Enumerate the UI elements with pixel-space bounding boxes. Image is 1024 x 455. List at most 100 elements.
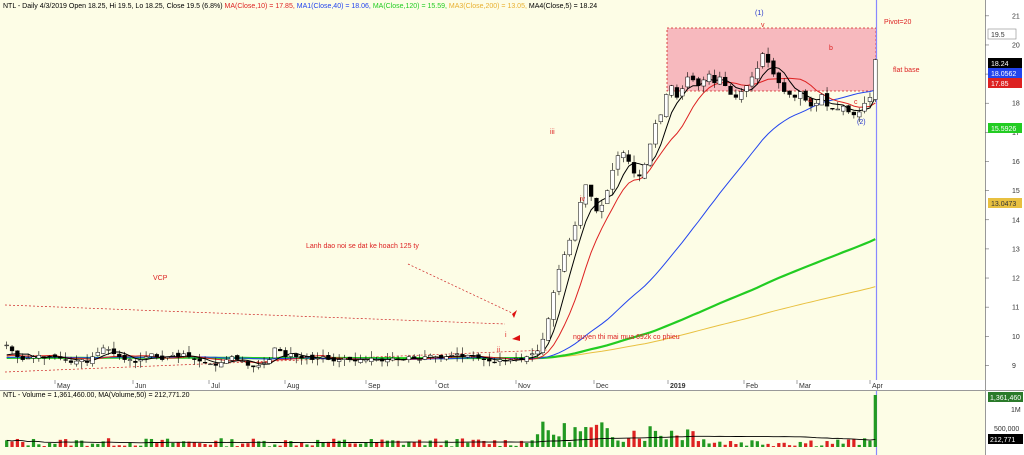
volume-bar: [723, 444, 727, 447]
candle-body: [310, 354, 315, 360]
candle-body: [803, 90, 808, 101]
volume-bar: [305, 444, 309, 447]
date-tick-label: Feb: [746, 383, 758, 390]
ma10-tag-bg: [988, 78, 1022, 88]
volume-bar: [739, 442, 743, 447]
volume-bar: [364, 442, 368, 447]
wave-v-label: v: [761, 22, 765, 29]
candle-body: [739, 91, 744, 100]
candle-body: [685, 76, 690, 88]
candle-body: [471, 356, 476, 358]
volume-bar: [198, 443, 202, 447]
candle-body: [326, 355, 331, 360]
wave-iv-label: iv: [580, 196, 586, 203]
candle-body: [487, 358, 492, 362]
wave-2-label: (2): [857, 119, 866, 126]
price-tick-label: 12: [1012, 276, 1020, 283]
volume-bar: [42, 445, 46, 447]
volume-bars: [5, 395, 877, 447]
candle-body: [744, 85, 749, 92]
candle-body: [599, 204, 604, 212]
volume-bar: [246, 443, 250, 447]
volume-bar: [47, 442, 52, 447]
candle-body: [84, 360, 90, 363]
volume-bar: [568, 442, 572, 447]
candle-body: [315, 357, 320, 360]
candle-body: [626, 154, 631, 162]
candle-body: [733, 94, 739, 98]
volume-bar: [208, 444, 213, 447]
candle-body: [379, 358, 385, 362]
volume-bar: [745, 445, 749, 447]
ma5-tag: 18.24: [991, 61, 1009, 68]
volume-bar: [299, 442, 304, 447]
candle-body: [583, 184, 588, 205]
candle-body: [798, 91, 803, 99]
volume-bar: [165, 438, 170, 447]
wave-i-label: i: [505, 332, 507, 339]
candle-body: [589, 184, 594, 197]
volume-bar: [530, 440, 534, 447]
flat-base-label: flat base: [893, 67, 920, 74]
volume-bar: [471, 439, 475, 447]
candle-body: [42, 356, 47, 359]
candle-body: [127, 359, 133, 361]
candle-body: [90, 356, 95, 364]
volume-bar: [541, 421, 545, 447]
candle-body: [278, 349, 283, 352]
candle-body: [680, 88, 685, 97]
volume-bar: [15, 438, 20, 447]
news-arrow-insider: [512, 335, 520, 341]
candle-body: [712, 75, 717, 84]
candle-body: [428, 354, 433, 358]
volume-bar: [616, 440, 620, 447]
candle-body: [610, 169, 615, 190]
volume-bar: [594, 424, 599, 447]
candle-body: [245, 361, 251, 366]
volume-bar: [289, 441, 293, 447]
date-tick-label: Oct: [438, 383, 449, 390]
price-title: NTL - Daily 4/3/2019 Open 18.25, Hi 19.5…: [3, 3, 597, 10]
volume-bar: [96, 443, 100, 447]
volume-bar: [385, 440, 389, 447]
candle-body: [176, 352, 181, 357]
candle-body: [363, 359, 369, 362]
candle-body: [454, 353, 460, 355]
candle-body: [706, 73, 712, 82]
volume-bar: [133, 445, 137, 447]
candle-body: [653, 123, 658, 145]
candle-body: [792, 94, 798, 98]
last-volume-tag: 1,361,460: [990, 395, 1021, 402]
wave-b-label: b: [829, 45, 833, 52]
volume-bar: [830, 443, 835, 447]
volume-bar: [10, 441, 14, 447]
candle-body: [331, 357, 336, 362]
volume-bar: [605, 428, 609, 447]
volume-bar: [412, 442, 416, 447]
volume-ma-tag: 212,771: [990, 437, 1015, 444]
volume-bar: [375, 442, 379, 447]
candle-body: [615, 155, 621, 170]
date-tick-label: Jul: [211, 383, 220, 390]
volume-bar: [519, 440, 524, 447]
candle-body: [412, 356, 417, 359]
price-tick-label: 14: [1012, 217, 1020, 224]
volume-bar: [90, 443, 95, 447]
volume-bar: [192, 442, 196, 447]
volume-bar: [112, 445, 116, 447]
candle-body: [594, 197, 599, 212]
last-price-tag: 19.5: [991, 32, 1005, 39]
candle-body: [406, 356, 411, 360]
volume-bar: [214, 440, 218, 447]
insider-buy-label: nguyen thi mai mua 692k co phieu: [573, 334, 680, 341]
ma40-tag-bg: [988, 68, 1022, 78]
volume-bar: [707, 443, 711, 447]
volume-bar: [369, 439, 373, 447]
volume-bar: [444, 440, 448, 447]
date-axis-ticks: May Jun Jul Aug Sep Oct Nov Dec 2019 Feb Mar Apr: [54, 380, 884, 390]
volume-bar: [64, 439, 68, 447]
volume-bar: [782, 442, 786, 447]
candle-body: [36, 354, 41, 359]
candle-body: [551, 292, 556, 320]
volume-bar: [439, 445, 443, 447]
